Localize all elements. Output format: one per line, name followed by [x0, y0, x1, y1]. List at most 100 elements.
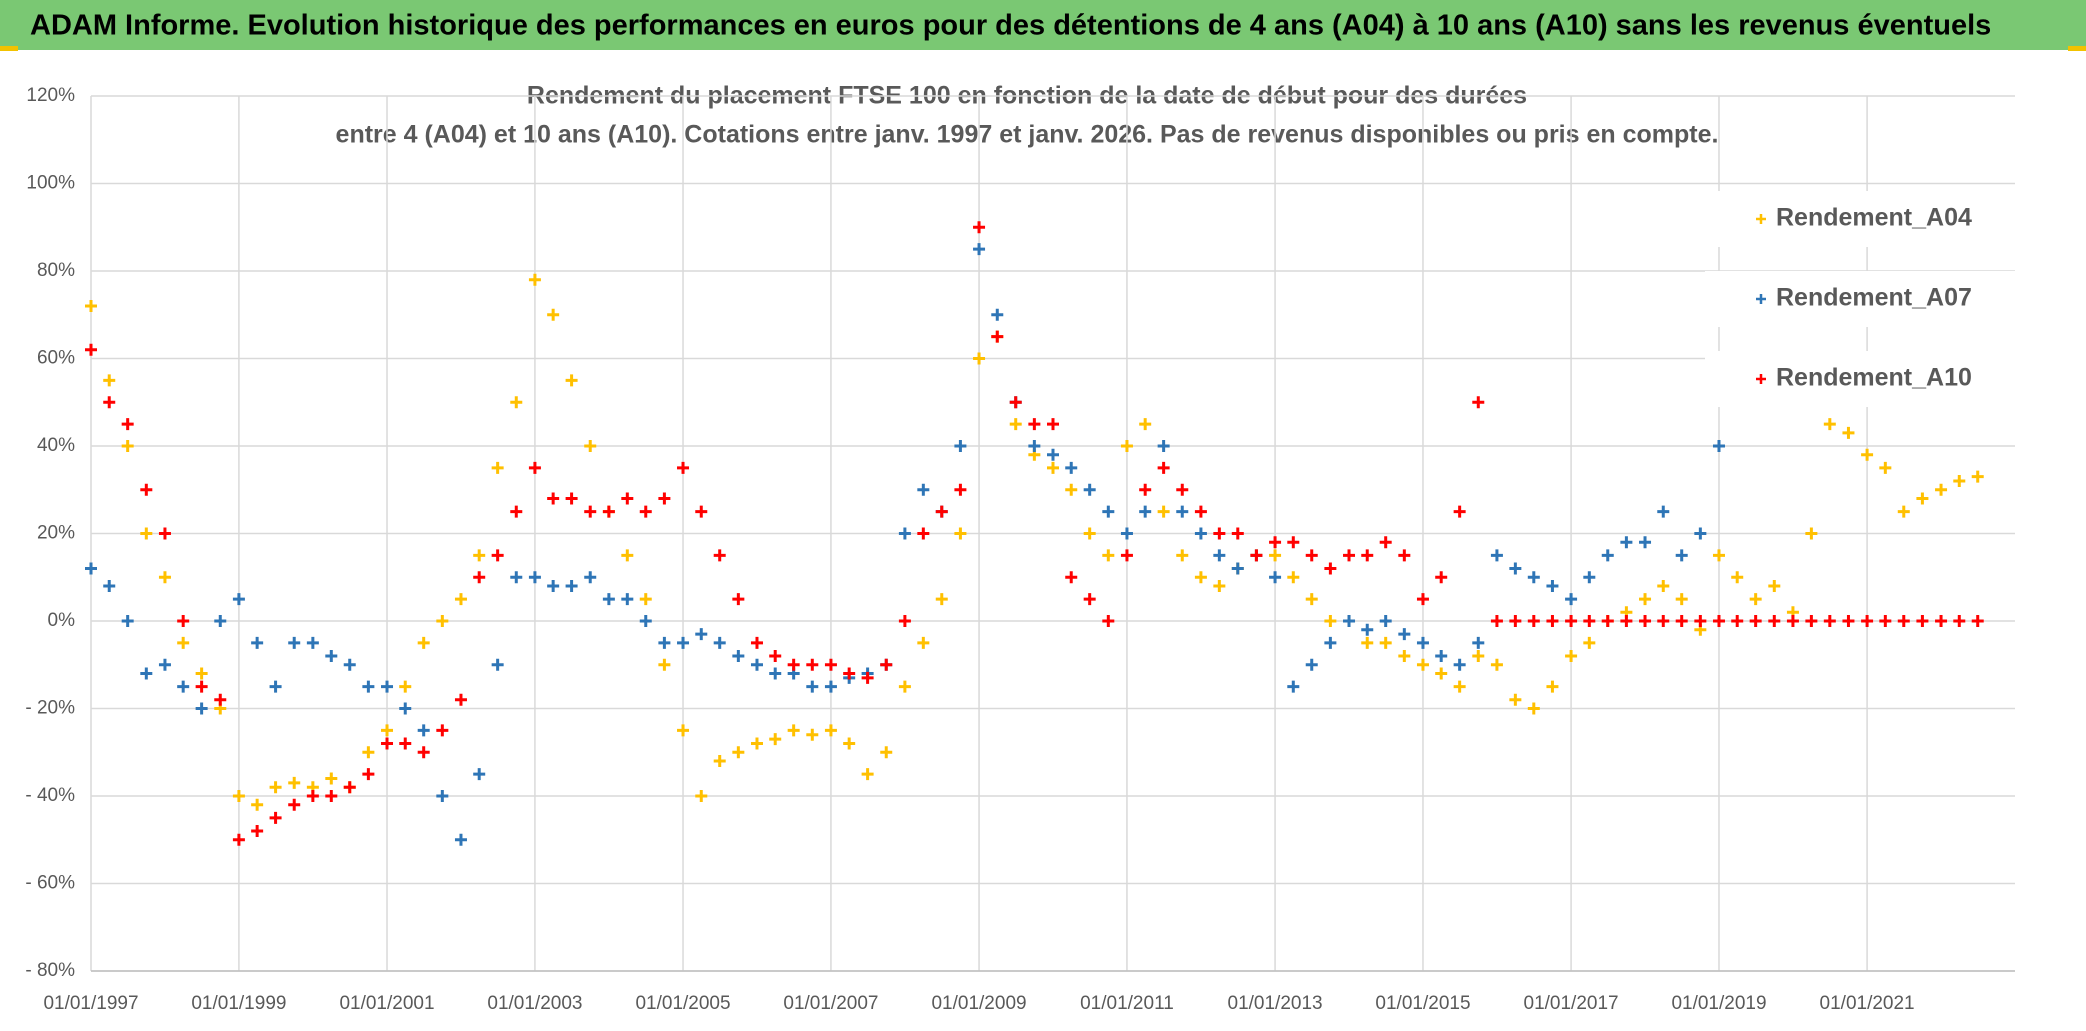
y-tick-label: 120% [26, 85, 75, 106]
point [399, 680, 412, 693]
point [1194, 571, 1207, 584]
point [658, 636, 671, 649]
y-tick-label: 0% [48, 610, 76, 631]
point [973, 221, 986, 234]
point [547, 580, 560, 592]
point [325, 650, 338, 662]
point [695, 505, 708, 518]
point [1472, 636, 1485, 649]
point [1453, 505, 1466, 518]
point [1083, 483, 1096, 496]
point [1287, 680, 1300, 693]
x-tick-label: 01/01/2019 [1671, 993, 1766, 1014]
point [1176, 549, 1189, 562]
point [1194, 505, 1207, 518]
point [1805, 615, 1818, 627]
point [1398, 549, 1411, 562]
point [269, 811, 282, 824]
point [713, 636, 726, 649]
point [1823, 418, 1836, 431]
point [973, 352, 986, 365]
point [103, 396, 116, 409]
point [1971, 615, 1984, 627]
point [1861, 615, 1874, 627]
point [806, 658, 819, 671]
point [1194, 527, 1207, 540]
point [214, 693, 227, 706]
point [1324, 562, 1337, 575]
point [973, 243, 986, 256]
point [1731, 571, 1744, 584]
point [1416, 636, 1429, 649]
point [510, 505, 523, 518]
point [1527, 702, 1540, 715]
point [214, 615, 227, 627]
point [954, 483, 967, 496]
point [381, 724, 394, 737]
point [750, 737, 763, 750]
point [1231, 527, 1244, 540]
point [195, 680, 208, 693]
point [1712, 615, 1725, 627]
point [177, 636, 190, 649]
point [917, 483, 930, 496]
point [1379, 615, 1392, 627]
point [417, 746, 430, 759]
point [1343, 615, 1356, 627]
point [677, 636, 690, 649]
point [1694, 615, 1707, 627]
point [1565, 593, 1578, 606]
legend-marker [1756, 374, 1766, 384]
point [306, 790, 319, 802]
point [417, 636, 430, 649]
point [140, 483, 153, 496]
point [1731, 615, 1744, 627]
point [1398, 650, 1411, 662]
point [917, 527, 930, 540]
point [1102, 549, 1115, 562]
point [1065, 461, 1078, 474]
point [991, 308, 1004, 321]
point [935, 505, 948, 518]
x-tick-label: 01/01/2011 [1080, 993, 1174, 1014]
point [121, 615, 134, 627]
point [584, 440, 597, 452]
point [750, 658, 763, 671]
point [528, 461, 541, 474]
point [1324, 615, 1337, 627]
point [1324, 636, 1337, 649]
x-tick-label: 01/01/2013 [1228, 993, 1323, 1014]
point [843, 667, 856, 680]
point [695, 628, 708, 641]
point [1287, 536, 1300, 549]
point [1712, 440, 1725, 452]
point [639, 505, 652, 518]
point [547, 492, 560, 505]
point [306, 636, 319, 649]
point [1213, 527, 1226, 540]
point [621, 492, 634, 505]
point [565, 580, 578, 592]
point [806, 728, 819, 741]
x-tick-label: 01/01/1997 [43, 993, 138, 1014]
point [1490, 615, 1503, 627]
x-tick-label: 01/01/2003 [487, 993, 582, 1014]
point [1675, 549, 1688, 562]
point [935, 593, 948, 606]
point [1897, 505, 1910, 518]
point [1805, 527, 1818, 540]
point [1657, 580, 1670, 592]
x-tick-label: 01/01/2017 [1524, 993, 1619, 1014]
point [251, 636, 264, 649]
point [1269, 571, 1282, 584]
point [232, 833, 245, 846]
point [1639, 593, 1652, 606]
point [621, 549, 634, 562]
point [1675, 615, 1688, 627]
point [806, 680, 819, 693]
point [1102, 505, 1115, 518]
point [565, 374, 578, 387]
point [121, 440, 134, 452]
point [1786, 615, 1799, 627]
